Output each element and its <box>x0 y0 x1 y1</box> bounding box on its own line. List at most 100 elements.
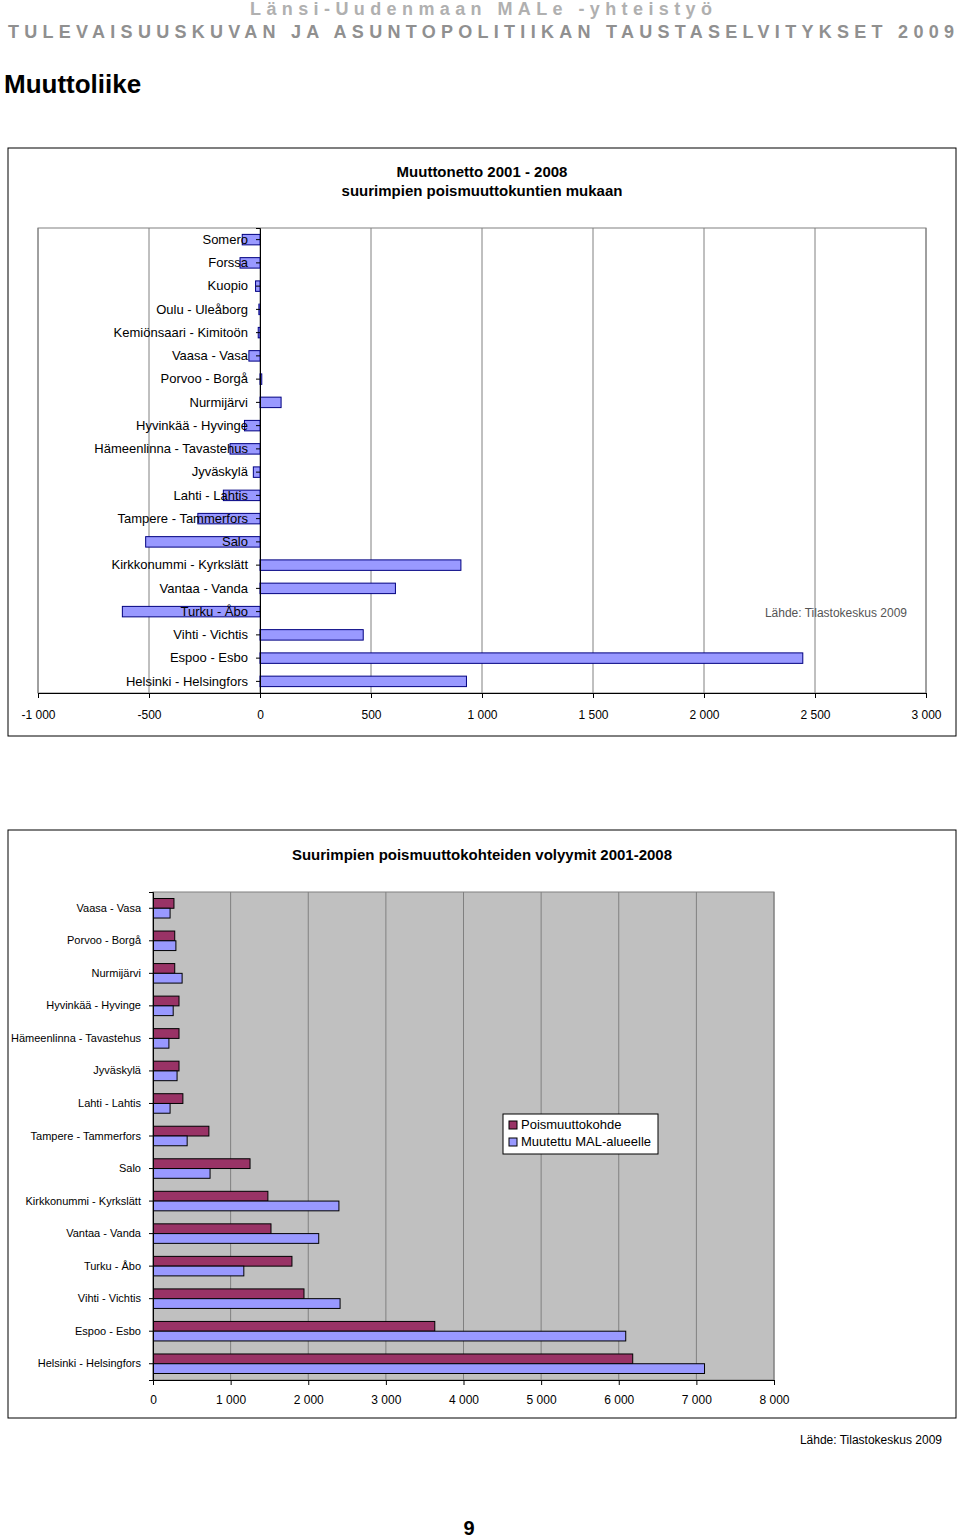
bar <box>153 1103 170 1113</box>
tick: Nurmijärvi <box>92 967 154 979</box>
category-label: Forssa <box>208 255 249 270</box>
tick-mark <box>149 908 153 909</box>
tick: 6 000 <box>604 1380 634 1407</box>
bar <box>153 1126 209 1136</box>
plot-area <box>38 228 926 693</box>
plot-area <box>153 892 774 1380</box>
category-label: Turku - Åbo <box>84 1260 141 1272</box>
source-note: Lähde: Tilastokeskus 2009 <box>800 1433 942 1447</box>
tick-label: -1 000 <box>21 708 55 722</box>
tick-mark <box>704 693 705 698</box>
grid-line <box>385 892 386 1380</box>
tick-mark <box>149 1168 153 1169</box>
tick: Lahti - Lahtis <box>174 488 260 503</box>
bar <box>153 1266 244 1276</box>
tick: 7 000 <box>682 1380 712 1407</box>
category-label: Tampere - Tammerfors <box>117 511 248 526</box>
header-line: Länsi-Uudenmaan MALe -yhteistyö <box>250 0 712 19</box>
category-label: Porvoo - Borgå <box>67 934 142 946</box>
tick: Kirkkonummi - Kyrkslätt <box>25 1195 153 1207</box>
tick-mark <box>256 239 260 240</box>
tick: 500 <box>361 693 381 722</box>
bars <box>122 234 802 686</box>
bar <box>153 1029 179 1039</box>
tick: Porvoo - Borgå <box>67 934 153 946</box>
tick-mark <box>256 402 260 403</box>
tick: 1 000 <box>216 1380 246 1407</box>
x-axis: -1 000-50005001 0001 5002 0002 5003 000 <box>21 693 941 722</box>
category-label: Nurmijärvi <box>190 395 249 410</box>
tick-mark <box>149 1233 153 1234</box>
category-label: Salo <box>119 1162 141 1174</box>
bar <box>153 1256 292 1266</box>
tick-label: 1 500 <box>578 708 608 722</box>
tick-mark <box>149 940 153 941</box>
bar <box>153 1136 187 1146</box>
tick: Porvoo - Borgå <box>161 371 260 386</box>
tick-mark <box>149 1266 153 1267</box>
bars <box>153 899 705 1374</box>
bar <box>153 1354 633 1364</box>
legend-box <box>503 1114 658 1154</box>
bar <box>153 1159 250 1169</box>
category-label: Tampere - Tammerfors <box>31 1130 142 1142</box>
bar <box>153 908 170 918</box>
page-number: 9 <box>463 1517 474 1537</box>
tick-mark <box>256 634 260 635</box>
tick-label: 3 000 <box>371 1393 401 1407</box>
chart-frame <box>8 830 956 1418</box>
tick-mark <box>149 1136 153 1137</box>
tick: 1 500 <box>578 693 608 722</box>
tick-label: 5 000 <box>527 1393 557 1407</box>
bar <box>153 973 182 983</box>
tick: Jyväskylä <box>192 464 260 479</box>
tick: Vaasa - Vasa <box>172 348 260 363</box>
tick-mark <box>256 332 260 333</box>
category-label: Porvoo - Borgå <box>161 371 249 386</box>
tick-mark <box>815 693 816 698</box>
category-label: Helsinki - Helsingfors <box>38 1357 142 1369</box>
tick: 0 <box>257 693 264 722</box>
tick-mark <box>696 1380 697 1385</box>
tick-mark <box>256 495 260 496</box>
legend-swatch <box>509 1121 517 1129</box>
tick: Kirkkonummi - Kyrkslätt <box>111 557 260 572</box>
chart: Suurimpien poismuuttokohteiden volyymit … <box>8 830 956 1447</box>
tick-mark <box>256 541 260 542</box>
grid-line <box>371 228 372 693</box>
x-axis: 01 0002 0003 0004 0005 0006 0007 0008 00… <box>150 1380 790 1407</box>
tick-mark <box>256 518 260 519</box>
bar <box>153 1299 340 1309</box>
tick: Hyvinkää - Hyvinge <box>46 999 153 1011</box>
category-label: Kirkkonummi - Kyrkslätt <box>111 557 248 572</box>
tick-mark <box>482 693 483 698</box>
tick-mark <box>371 693 372 698</box>
tick: 5 000 <box>527 1380 557 1407</box>
tick: Espoo - Esbo <box>170 650 260 665</box>
chart: Muuttonetto 2001 - 2008suurimpien poismu… <box>8 148 956 736</box>
tick: 2 000 <box>294 1380 324 1407</box>
bar <box>153 1191 268 1201</box>
tick-label: 2 500 <box>800 708 830 722</box>
heading: Muuttoliike <box>4 69 141 99</box>
y-axis: SomeroForssaKuopioOulu - UleåborgKemiöns… <box>94 229 260 694</box>
tick-mark <box>256 425 260 426</box>
category-label: Nurmijärvi <box>92 967 142 979</box>
grid-line <box>815 228 816 693</box>
tick-label: -500 <box>137 708 161 722</box>
category-label: Jyväskylä <box>93 1064 142 1076</box>
tick: Oulu - Uleåborg <box>156 302 260 317</box>
tick: 0 <box>150 1380 157 1407</box>
category-label: Vantaa - Vanda <box>160 581 249 596</box>
bar <box>153 1321 435 1331</box>
tick-mark <box>149 1103 153 1104</box>
tick-mark <box>149 693 150 698</box>
category-label: Kirkkonummi - Kyrkslätt <box>25 1195 141 1207</box>
category-label: Turku - Åbo <box>181 604 248 619</box>
bar <box>260 653 803 663</box>
tick-mark <box>149 1363 153 1364</box>
tick-label: 6 000 <box>604 1393 634 1407</box>
chart-subtitle: suurimpien poismuuttokuntien mukaan <box>342 182 623 199</box>
tick-mark <box>593 693 594 698</box>
grid-line <box>463 892 464 1380</box>
